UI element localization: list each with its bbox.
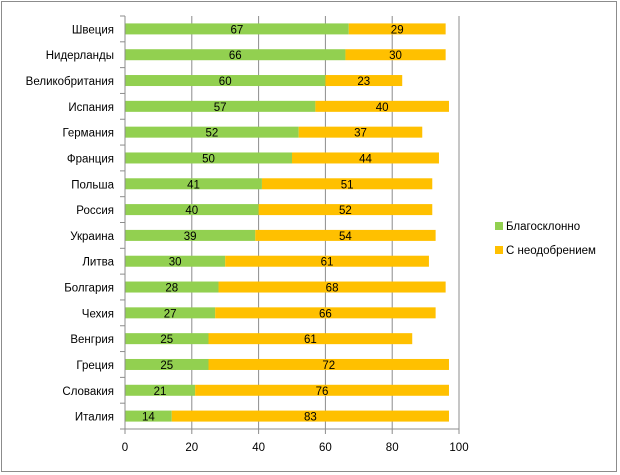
category-labels: Швеция Нидерланды Великобритания Испания Гер… (26, 24, 115, 423)
category-label: Венгрия (70, 334, 114, 346)
data-label: 27 (164, 308, 177, 320)
category-label: Литва (82, 257, 114, 269)
data-label: 72 (322, 360, 335, 372)
data-label: 25 (160, 334, 173, 346)
category-label: Болгария (64, 283, 114, 295)
category-label: Испания (68, 102, 114, 114)
data-label: 61 (304, 334, 317, 346)
bar-favorable (125, 75, 326, 87)
data-label: 14 (142, 412, 155, 424)
category-label: Швеция (72, 24, 114, 36)
data-label: 67 (230, 24, 243, 36)
bar-unfavorable (325, 75, 403, 87)
bar-favorable (125, 178, 262, 190)
x-axis: 0 20 40 60 80 100 (120, 15, 469, 454)
bar-favorable (125, 49, 346, 61)
x-tick-label: 100 (449, 442, 468, 454)
data-label: 30 (169, 257, 182, 269)
data-label: 52 (205, 128, 218, 140)
bar-unfavorable (208, 358, 449, 370)
category-label: Италия (75, 412, 114, 424)
x-tick-label: 80 (386, 442, 399, 454)
bar-favorable (125, 410, 172, 422)
data-label: 41 (187, 179, 200, 191)
bar-favorable (125, 126, 299, 138)
bar-favorable (125, 384, 196, 396)
data-label: 57 (214, 102, 227, 114)
bar-favorable (125, 100, 316, 112)
x-tick-label: 40 (252, 442, 265, 454)
category-label: Чехия (82, 308, 114, 320)
bar-favorable (125, 255, 226, 267)
bar-unfavorable (225, 255, 429, 267)
bar-favorable (125, 152, 292, 164)
data-label: 66 (229, 50, 242, 62)
bar-unfavorable (255, 229, 436, 241)
legend-swatch (495, 246, 503, 254)
legend: Благосклонно С неодобрением (495, 221, 596, 257)
category-label: Россия (76, 205, 114, 217)
bar-favorable (125, 23, 349, 35)
x-tick-label: 20 (185, 442, 198, 454)
bar-unfavorable (261, 178, 433, 190)
bar-unfavorable (298, 126, 423, 138)
bar-unfavorable (215, 307, 436, 319)
category-label: Греция (76, 360, 114, 372)
bar-unfavorable (345, 49, 446, 61)
data-label: 50 (202, 153, 215, 165)
category-label: Нидерланды (46, 50, 114, 62)
data-label: 60 (219, 76, 232, 88)
bar-unfavorable (171, 410, 449, 422)
category-label: Франция (67, 153, 114, 165)
bar-favorable (125, 333, 209, 345)
bar-favorable (125, 204, 259, 216)
data-label: 54 (339, 231, 352, 243)
bar-favorable (125, 229, 256, 241)
data-label: 39 (184, 231, 197, 243)
data-label: 66 (319, 308, 332, 320)
data-label: 61 (321, 257, 334, 269)
legend-label: Благосклонно (506, 221, 580, 233)
x-tick-label: 60 (319, 442, 332, 454)
bar-unfavorable (218, 281, 446, 293)
bar-unfavorable (258, 204, 433, 216)
bar-favorable (125, 358, 209, 370)
data-label: 44 (359, 153, 372, 165)
data-label: 40 (185, 205, 198, 217)
category-label: Германия (62, 128, 114, 140)
category-label: Украина (70, 231, 114, 243)
bar-favorable (125, 307, 216, 319)
category-label: Польша (71, 179, 114, 191)
legend-swatch (495, 222, 503, 230)
data-label: 37 (354, 128, 367, 140)
bar-unfavorable (208, 333, 413, 345)
data-label: 21 (154, 386, 167, 398)
legend-label: С неодобрением (506, 245, 596, 257)
data-labels: 67 29 66 30 60 23 57 40 52 37 50 44 41 51 40 52 39 54 30 61… (142, 24, 404, 423)
bar-unfavorable (348, 23, 446, 35)
bar-unfavorable (315, 100, 449, 112)
data-label: 76 (316, 386, 329, 398)
data-label: 51 (341, 179, 354, 191)
data-label: 30 (389, 50, 402, 62)
data-label: 52 (339, 205, 352, 217)
data-label: 23 (357, 76, 370, 88)
category-label: Великобритания (26, 76, 114, 88)
bar-unfavorable (292, 152, 439, 164)
data-label: 29 (391, 24, 404, 36)
data-label: 83 (304, 412, 317, 424)
bar-unfavorable (195, 384, 449, 396)
data-label: 28 (165, 283, 178, 295)
data-label: 25 (160, 360, 173, 372)
x-tick-label: 0 (122, 442, 128, 454)
bar-favorable (125, 281, 219, 293)
data-label: 68 (326, 283, 339, 295)
data-label: 40 (376, 102, 389, 114)
category-label: Словакия (62, 386, 114, 398)
bars (125, 23, 449, 422)
